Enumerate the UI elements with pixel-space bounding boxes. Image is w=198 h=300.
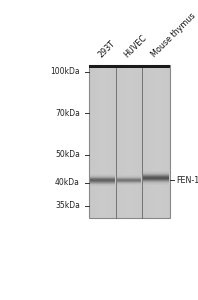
Bar xyxy=(90,176,115,177)
Bar xyxy=(116,65,118,218)
Bar xyxy=(143,174,169,175)
Bar xyxy=(162,65,164,218)
Text: 35kDa: 35kDa xyxy=(55,201,80,210)
Bar xyxy=(148,65,149,218)
Text: 40kDa: 40kDa xyxy=(55,178,80,187)
Bar xyxy=(157,65,159,218)
Bar xyxy=(90,181,115,182)
Bar xyxy=(90,179,115,180)
Bar xyxy=(143,183,169,184)
Bar xyxy=(114,65,116,218)
Bar xyxy=(137,65,139,218)
Bar xyxy=(111,65,112,218)
Bar xyxy=(143,171,169,172)
Bar xyxy=(107,65,109,218)
Bar xyxy=(123,65,125,218)
Text: 50kDa: 50kDa xyxy=(55,151,80,160)
Bar xyxy=(143,181,169,182)
Bar xyxy=(139,65,140,218)
Bar xyxy=(166,65,168,218)
Bar xyxy=(98,65,100,218)
Bar xyxy=(155,65,157,218)
Bar xyxy=(90,185,115,186)
Text: HUVEC: HUVEC xyxy=(123,33,149,59)
Bar xyxy=(142,65,144,218)
Bar xyxy=(100,65,102,218)
Bar xyxy=(143,180,169,181)
Bar xyxy=(143,173,169,174)
Text: Mouse thymus: Mouse thymus xyxy=(149,11,197,59)
Bar xyxy=(89,65,170,218)
Bar xyxy=(130,65,132,218)
Text: 70kDa: 70kDa xyxy=(55,109,80,118)
Text: 293T: 293T xyxy=(96,39,117,59)
Bar xyxy=(140,65,142,218)
Bar xyxy=(121,65,123,218)
Bar xyxy=(118,65,120,218)
Bar xyxy=(132,65,133,218)
Bar xyxy=(91,65,93,218)
Text: FEN-1: FEN-1 xyxy=(176,176,198,185)
Bar xyxy=(135,65,137,218)
Bar xyxy=(102,65,104,218)
Bar xyxy=(104,65,105,218)
Bar xyxy=(144,65,146,218)
Bar xyxy=(127,65,128,218)
Bar xyxy=(143,176,169,177)
Bar xyxy=(90,175,115,176)
Bar xyxy=(105,65,107,218)
Bar xyxy=(159,65,161,218)
Bar xyxy=(90,182,115,183)
Bar xyxy=(93,65,95,218)
Bar xyxy=(90,183,115,184)
Bar xyxy=(112,65,114,218)
Bar xyxy=(164,65,166,218)
Bar xyxy=(143,178,169,179)
Bar xyxy=(142,65,170,68)
Bar xyxy=(143,177,169,178)
Bar xyxy=(89,65,116,68)
Bar xyxy=(146,65,148,218)
Bar xyxy=(90,184,115,185)
Bar xyxy=(90,180,115,181)
Bar xyxy=(128,65,130,218)
Bar xyxy=(161,65,162,218)
Bar xyxy=(116,65,142,68)
Bar xyxy=(133,65,135,218)
Bar xyxy=(151,65,153,218)
Bar xyxy=(168,65,170,218)
Text: 100kDa: 100kDa xyxy=(50,67,80,76)
Bar xyxy=(109,65,111,218)
Bar xyxy=(90,178,115,179)
Bar xyxy=(90,174,115,175)
Bar xyxy=(125,65,127,218)
Bar xyxy=(95,65,96,218)
Bar xyxy=(143,175,169,176)
Bar xyxy=(89,65,91,218)
Bar xyxy=(120,65,121,218)
Bar xyxy=(153,65,155,218)
Bar xyxy=(96,65,98,218)
Bar xyxy=(143,182,169,183)
Bar xyxy=(90,177,115,178)
Bar xyxy=(143,179,169,180)
Bar xyxy=(149,65,151,218)
Bar xyxy=(143,172,169,173)
